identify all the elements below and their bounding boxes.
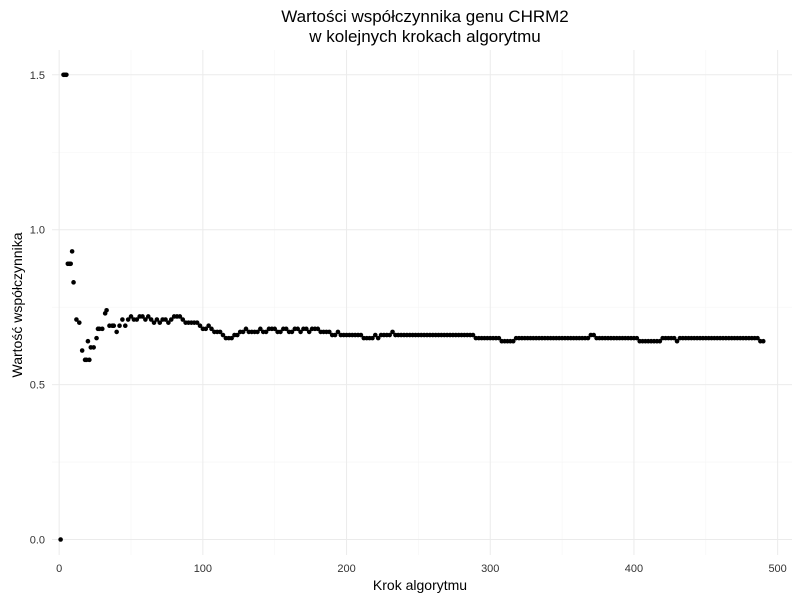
data-point	[197, 323, 203, 329]
data-point	[373, 332, 378, 338]
data-point	[674, 338, 680, 344]
data-point	[85, 338, 91, 344]
data-point	[166, 320, 171, 325]
data-point	[229, 335, 234, 341]
data-point	[510, 338, 516, 344]
data-point	[283, 326, 289, 332]
data-point	[148, 317, 154, 322]
data-point	[243, 326, 249, 332]
data-point	[470, 332, 476, 338]
x-tick-label: 100	[194, 563, 212, 575]
data-point	[240, 329, 246, 335]
data-point	[194, 320, 200, 325]
data-point	[755, 335, 760, 341]
data-point	[206, 323, 211, 329]
data-point	[217, 329, 223, 335]
data-point	[163, 317, 168, 322]
data-point	[496, 335, 502, 341]
data-point	[128, 314, 134, 319]
data-point	[387, 332, 392, 338]
y-axis-ticks: 0.0 0.5 1.0 1.5	[30, 70, 45, 547]
data-point	[177, 314, 183, 319]
y-axis-title: Wartość współczynnika	[9, 232, 25, 377]
data-point	[295, 326, 301, 332]
data-point	[235, 332, 240, 338]
chart-title-line-1: Wartości współczynnika genu CHRM2	[281, 7, 569, 26]
data-point	[117, 323, 122, 329]
data-point	[134, 317, 140, 322]
y-tick-label: 0.0	[30, 535, 45, 547]
x-tick-label: 500	[768, 563, 786, 575]
data-point	[220, 332, 226, 338]
data-point	[255, 329, 260, 335]
data-point	[203, 326, 209, 332]
data-point	[278, 329, 283, 335]
data-point	[272, 326, 278, 332]
grid	[52, 50, 792, 555]
data-point	[104, 307, 109, 313]
data-point	[289, 329, 295, 335]
data-point	[375, 335, 381, 341]
data-point	[69, 249, 75, 254]
data-point	[64, 72, 69, 78]
x-tick-label: 400	[625, 563, 643, 575]
data-point	[58, 537, 63, 542]
data-point	[760, 338, 766, 344]
data-point	[99, 326, 105, 332]
x-tick-label: 300	[481, 563, 499, 575]
data-point	[298, 329, 303, 335]
chart-title-line-2: w kolejnych krokach algorytmu	[308, 27, 540, 46]
data-point	[114, 329, 119, 335]
data-point	[145, 314, 151, 319]
data-point	[168, 317, 174, 322]
data-point	[390, 329, 395, 335]
data-point	[370, 335, 375, 341]
y-tick-label: 1.0	[30, 225, 45, 237]
data-point	[180, 317, 186, 322]
data-point	[306, 329, 312, 335]
data-point	[94, 335, 99, 341]
x-axis-ticks: 0 100 200 300 400 500	[56, 563, 787, 575]
data-point	[209, 326, 214, 332]
data-point	[151, 320, 157, 325]
data-point	[120, 317, 125, 322]
data-point	[358, 332, 364, 338]
data-point	[125, 317, 131, 322]
data-point	[671, 335, 677, 341]
data-point	[634, 335, 640, 341]
data-point	[335, 329, 341, 335]
data-point	[304, 326, 309, 332]
data-point	[263, 329, 269, 335]
data-point	[157, 320, 163, 325]
data-point	[657, 338, 663, 344]
data-point	[122, 323, 128, 329]
data-point	[87, 357, 92, 363]
data-point	[71, 280, 76, 285]
data-point	[332, 332, 338, 338]
data-point	[140, 314, 145, 319]
data-points	[58, 72, 766, 542]
data-point	[315, 326, 321, 332]
y-tick-label: 0.5	[30, 380, 45, 392]
data-point	[143, 317, 148, 322]
x-tick-label: 200	[337, 563, 355, 575]
x-tick-label: 0	[56, 563, 62, 575]
data-point	[585, 335, 591, 341]
data-point	[111, 323, 117, 329]
y-tick-label: 1.5	[30, 70, 45, 82]
data-point	[79, 348, 85, 353]
data-point	[327, 329, 332, 335]
data-point	[91, 345, 96, 350]
data-point	[591, 332, 597, 338]
x-axis-title: Krok algorytmu	[373, 577, 467, 593]
data-point	[77, 320, 82, 325]
data-point	[154, 317, 160, 322]
data-point	[74, 317, 79, 322]
data-point	[258, 326, 263, 332]
data-point	[68, 261, 73, 267]
